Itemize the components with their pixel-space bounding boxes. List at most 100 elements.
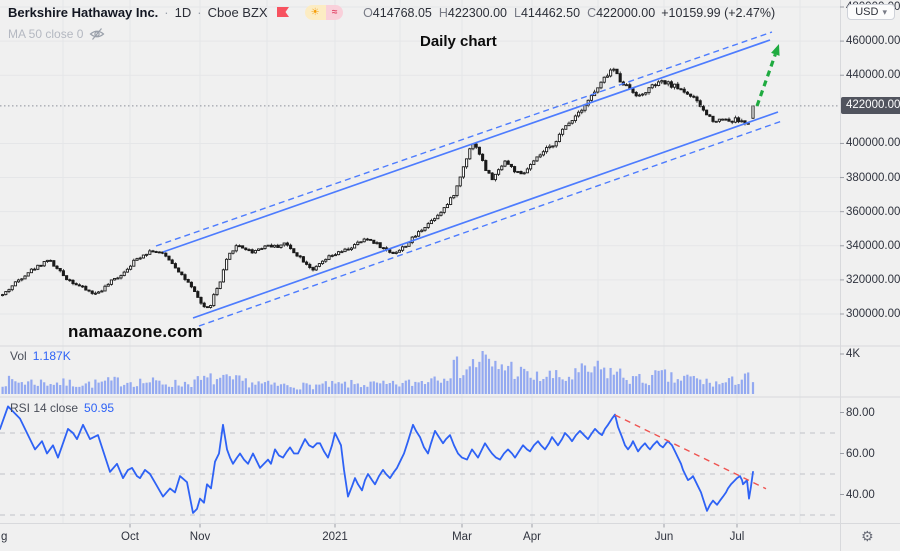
volume-bar (475, 367, 478, 394)
candle-body (449, 197, 453, 205)
volume-bar (193, 379, 196, 394)
candle-body (42, 261, 46, 267)
candle-body (212, 294, 216, 307)
volume-bar (347, 387, 350, 394)
exchange-value[interactable]: Cboe BZX (207, 5, 268, 20)
volume-bar (724, 382, 727, 394)
candle-body (637, 94, 641, 97)
candle-body (522, 172, 526, 175)
rsi-line (0, 405, 754, 514)
volume-bar (222, 374, 225, 394)
volume-bar (311, 389, 315, 394)
volume-indicator-legend[interactable]: Vol 1.187K (10, 349, 71, 363)
volume-bar (484, 354, 487, 394)
volume-bar (471, 359, 475, 394)
status-badges[interactable]: ☀ ≈ (304, 5, 344, 20)
candle-body (487, 170, 491, 174)
watermark-text: namaazone.com (68, 322, 203, 341)
volume-bar (247, 387, 251, 394)
volume-bar (590, 372, 593, 394)
ohlc-pair: O414768.05 (363, 5, 432, 20)
symbol-title[interactable]: Berkshire Hathaway Inc. (8, 5, 159, 20)
volume-bar (267, 380, 270, 394)
eye-slash-icon[interactable] (89, 27, 105, 41)
candle-body (13, 281, 17, 287)
volume-bar (132, 386, 135, 394)
volume-bar (462, 375, 465, 394)
candle-body (356, 241, 360, 245)
candle-body (535, 156, 539, 162)
candle-body (228, 252, 232, 260)
volume-bar (705, 378, 708, 394)
candle-body (679, 88, 683, 91)
candle-body (650, 84, 654, 89)
breakout-arrow-shaft[interactable] (755, 53, 777, 107)
ma-indicator-legend[interactable]: MA 50 close 0 (8, 27, 105, 41)
candle-body (340, 251, 344, 254)
candle-body (97, 291, 101, 294)
volume-bar (171, 386, 174, 394)
volume-bar (718, 384, 721, 394)
daily-chart-title: Daily chart (420, 33, 497, 50)
volume-bar (353, 384, 356, 394)
candle-body (570, 120, 574, 124)
channel-upper-solid[interactable] (162, 39, 771, 253)
flag-icon[interactable] (276, 6, 291, 19)
volume-bar (388, 383, 391, 394)
candle-body (701, 105, 705, 111)
rsi-indicator-legend[interactable]: RSI 14 close 50.95 (10, 401, 114, 415)
volume-bar (331, 380, 334, 394)
volume-bar (84, 383, 87, 394)
candle-body (561, 128, 565, 135)
candle-body (58, 267, 62, 272)
volume-bar (11, 379, 14, 394)
candle-body (141, 254, 145, 259)
candle-body (362, 238, 366, 243)
channel-lower-dashed[interactable] (198, 120, 783, 327)
candle-body (397, 249, 401, 253)
candle-body (4, 291, 8, 296)
gear-icon[interactable]: ⚙ (861, 529, 874, 545)
candle-body (634, 91, 638, 97)
candle-body (36, 264, 40, 270)
candle-body (689, 93, 693, 97)
currency-button[interactable]: USD ▾ (847, 4, 895, 20)
volume-bar (52, 384, 55, 394)
candle-body (353, 244, 357, 249)
candle-body (90, 290, 94, 294)
candle-body (509, 163, 513, 167)
candle-body (695, 96, 699, 102)
candle-body (644, 92, 648, 95)
candle-body (330, 254, 334, 257)
volume-bar (158, 380, 161, 394)
candle-body (445, 204, 449, 209)
volume-bar (91, 387, 94, 394)
volume-bar (695, 378, 699, 394)
volume-bar (308, 384, 311, 394)
channel-upper-dashed[interactable] (155, 31, 773, 247)
volume-bar (65, 385, 68, 394)
candle-body (321, 260, 325, 265)
channel-lower-solid[interactable] (192, 111, 779, 319)
candle-body (609, 69, 613, 77)
candle-body (23, 275, 27, 280)
volume-bar (465, 369, 468, 394)
candle-body (497, 169, 501, 175)
volume-bar (340, 383, 343, 394)
candle-body (164, 252, 168, 257)
volume-bar (103, 380, 107, 394)
volume-bar (644, 383, 647, 394)
candle-body (426, 223, 430, 228)
volume-bar (254, 384, 257, 394)
candle-body (724, 118, 728, 121)
interval-value[interactable]: 1D (174, 5, 192, 20)
candle-body (186, 279, 190, 283)
volume-bar (651, 374, 654, 394)
candle-body (513, 166, 517, 173)
volume-bar (276, 385, 279, 394)
volume-bar (676, 379, 679, 394)
volume-bar (385, 383, 388, 394)
ohlc-pair: H422300.00 (438, 5, 508, 20)
candle-body (525, 168, 529, 174)
